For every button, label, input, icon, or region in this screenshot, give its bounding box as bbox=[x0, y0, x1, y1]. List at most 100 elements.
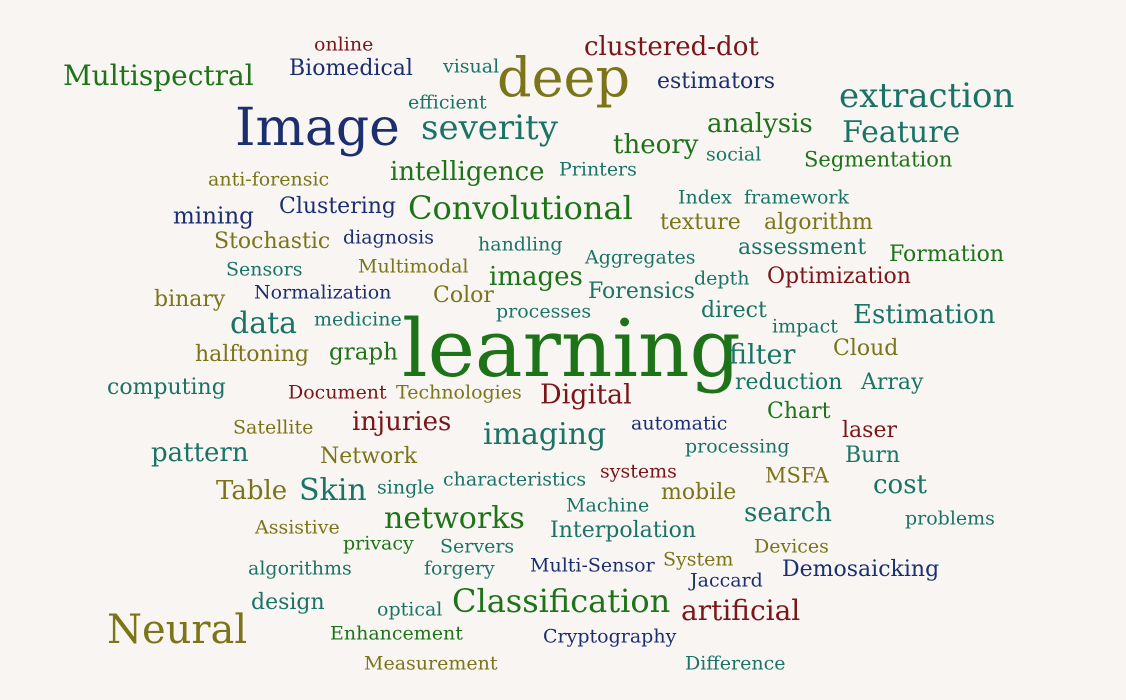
word-visual: visual bbox=[443, 55, 500, 78]
word-convolutional: Convolutional bbox=[408, 189, 633, 227]
word-measurement: Measurement bbox=[364, 652, 498, 675]
word-assessment: assessment bbox=[738, 235, 867, 260]
word-anti-forensic: anti-forensic bbox=[208, 168, 330, 191]
word-cost: cost bbox=[873, 470, 928, 500]
word-aggregates: Aggregates bbox=[585, 246, 696, 269]
word-table: Table bbox=[216, 476, 288, 506]
word-binary: binary bbox=[154, 287, 226, 312]
word-difference: Difference bbox=[685, 652, 786, 675]
word-injuries: injuries bbox=[352, 407, 452, 437]
word-texture: texture bbox=[660, 210, 741, 235]
word-processes: processes bbox=[496, 300, 592, 323]
word-intelligence: intelligence bbox=[390, 157, 545, 187]
word-document: Document bbox=[288, 381, 387, 404]
word-single: single bbox=[377, 476, 435, 499]
word-satellite: Satellite bbox=[233, 416, 314, 439]
word-interpolation: Interpolation bbox=[550, 518, 697, 543]
word-image: Image bbox=[235, 98, 400, 158]
word-biomedical: Biomedical bbox=[289, 56, 413, 81]
word-machine: Machine bbox=[566, 494, 650, 517]
word-artificial: artificial bbox=[681, 594, 801, 627]
word-multi-sensor: Multi-Sensor bbox=[530, 554, 655, 577]
word-sensors: Sensors bbox=[226, 258, 303, 281]
word-clustering: Clustering bbox=[279, 194, 396, 219]
word-handling: handling bbox=[478, 233, 563, 256]
word-color: Color bbox=[433, 283, 494, 308]
word-framework: framework bbox=[744, 186, 850, 209]
word-analysis: analysis bbox=[707, 109, 813, 139]
word-pattern: pattern bbox=[151, 438, 249, 468]
word-system: System bbox=[663, 548, 734, 571]
word-estimators: estimators bbox=[657, 69, 776, 94]
word-images: images bbox=[489, 262, 583, 292]
word-printers: Printers bbox=[559, 158, 637, 181]
word-direct: direct bbox=[701, 298, 767, 323]
word-optical: optical bbox=[377, 598, 443, 621]
word-neural: Neural bbox=[107, 607, 248, 653]
word-digital: Digital bbox=[540, 379, 632, 411]
word-estimation: Estimation bbox=[853, 300, 996, 330]
word-classification: Classification bbox=[452, 582, 671, 620]
word-systems: systems bbox=[600, 460, 677, 483]
word-automatic: automatic bbox=[631, 412, 728, 435]
word-skin: Skin bbox=[299, 473, 367, 508]
word-social: social bbox=[706, 143, 762, 166]
word-assistive: Assistive bbox=[255, 516, 340, 539]
word-cryptography: Cryptography bbox=[543, 625, 677, 648]
word-extraction: extraction bbox=[839, 76, 1015, 116]
word-computing: computing bbox=[107, 375, 226, 400]
word-reduction: reduction bbox=[735, 370, 843, 395]
word-depth: depth bbox=[694, 267, 750, 290]
word-enhancement: Enhancement bbox=[330, 622, 463, 645]
word-normalization: Normalization bbox=[254, 281, 392, 304]
word-halftoning: halftoning bbox=[195, 342, 310, 367]
word-theory: theory bbox=[613, 130, 699, 160]
word-search: search bbox=[744, 498, 832, 528]
word-cloud: Cloud bbox=[833, 336, 899, 361]
word-privacy: privacy bbox=[343, 532, 414, 555]
word-clustered-dot: clustered-dot bbox=[584, 32, 759, 62]
word-filter: filter bbox=[729, 339, 796, 371]
word-msfa: MSFA bbox=[765, 463, 829, 488]
word-stochastic: Stochastic bbox=[214, 229, 331, 254]
word-severity: severity bbox=[421, 108, 558, 148]
word-efficient: efficient bbox=[408, 91, 487, 114]
word-networks: networks bbox=[384, 501, 525, 536]
word-jaccard: Jaccard bbox=[690, 569, 763, 592]
word-servers: Servers bbox=[440, 535, 515, 558]
word-mining: mining bbox=[173, 203, 254, 230]
word-processing: processing bbox=[685, 435, 790, 458]
word-impact: impact bbox=[772, 315, 838, 338]
word-burn: Burn bbox=[845, 443, 901, 468]
word-forgery: forgery bbox=[424, 557, 495, 580]
word-network: Network bbox=[320, 444, 418, 469]
word-chart: Chart bbox=[767, 399, 831, 424]
word-online: online bbox=[314, 33, 374, 56]
word-laser: laser bbox=[842, 418, 897, 443]
word-segmentation: Segmentation bbox=[804, 147, 953, 172]
word-array: Array bbox=[861, 370, 924, 395]
word-data: data bbox=[230, 306, 298, 341]
word-technologies: Technologies bbox=[396, 381, 522, 404]
word-index: Index bbox=[678, 186, 732, 209]
word-learning: learning bbox=[402, 302, 741, 395]
word-design: design bbox=[251, 590, 325, 615]
word-deep: deep bbox=[497, 46, 631, 109]
word-algorithms: algorithms bbox=[248, 557, 352, 580]
word-problems: problems bbox=[905, 507, 995, 530]
word-imaging: imaging bbox=[483, 417, 607, 452]
word-medicine: medicine bbox=[314, 308, 402, 331]
word-optimization: Optimization bbox=[767, 264, 911, 289]
word-multispectral: Multispectral bbox=[63, 59, 254, 92]
word-algorithm: algorithm bbox=[764, 210, 873, 235]
word-graph: graph bbox=[329, 339, 398, 366]
word-feature: Feature bbox=[842, 115, 961, 150]
word-formation: Formation bbox=[889, 242, 1005, 267]
word-devices: Devices bbox=[754, 535, 829, 558]
word-characteristics: characteristics bbox=[443, 468, 587, 491]
word-mobile: mobile bbox=[661, 480, 737, 505]
word-diagnosis: diagnosis bbox=[343, 226, 434, 249]
word-demosaicking: Demosaicking bbox=[782, 557, 940, 582]
word-forensics: Forensics bbox=[588, 279, 695, 304]
